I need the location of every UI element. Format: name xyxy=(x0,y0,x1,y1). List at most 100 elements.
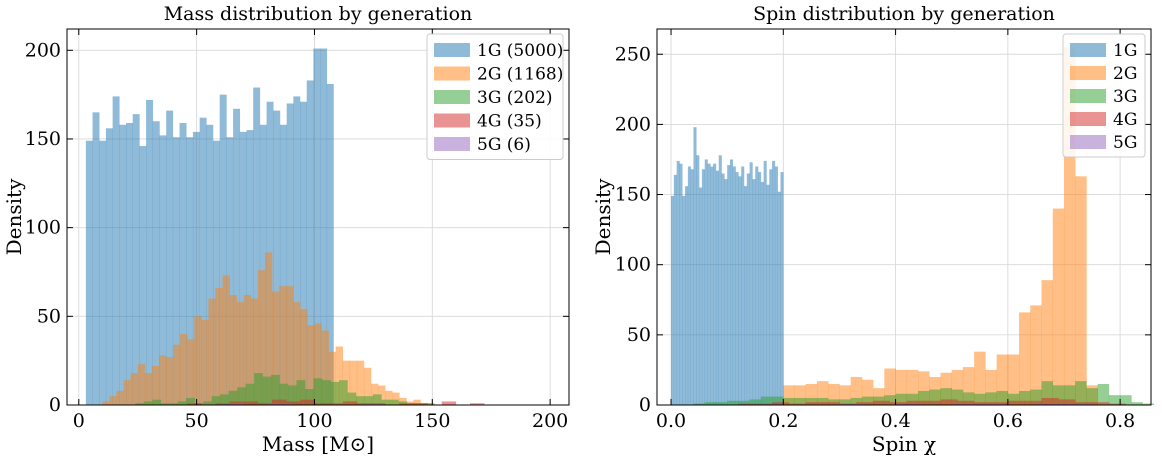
legend-swatch xyxy=(434,137,470,151)
legend-swatch xyxy=(1070,112,1106,126)
series-2g-bars xyxy=(783,47,1098,406)
histogram-bar xyxy=(313,378,323,405)
histogram-bar xyxy=(180,334,188,405)
legend-swatch xyxy=(434,43,470,57)
histogram-bar xyxy=(1120,395,1132,405)
histogram-bar xyxy=(293,96,301,405)
histogram-bar xyxy=(187,403,202,405)
histogram-bar xyxy=(286,103,294,405)
histogram-bar xyxy=(766,184,770,405)
histogram-bar xyxy=(389,399,399,405)
spin-legend: 1G 2G 3G 4G 5G xyxy=(1062,33,1146,158)
histogram-bar xyxy=(186,137,194,406)
histogram-bar xyxy=(273,110,281,406)
histogram-bar xyxy=(929,389,941,405)
histogram-bar xyxy=(286,286,294,405)
mass-tick-labels: 0 50 100 150 200 0 50 100 150 200 xyxy=(25,39,569,432)
mass-plot-frame xyxy=(66,28,570,406)
histogram-bar xyxy=(237,387,246,405)
histogram-bar xyxy=(159,135,167,405)
histogram-bar xyxy=(226,137,234,406)
legend-label: 3G (202) xyxy=(477,88,553,108)
histogram-bar xyxy=(828,383,840,405)
histogram-bar xyxy=(839,399,851,405)
histogram-bar xyxy=(355,396,365,405)
histogram-bar xyxy=(769,169,773,405)
histogram-bar xyxy=(816,381,829,405)
histogram-bar xyxy=(239,131,247,405)
histogram-bar xyxy=(272,291,280,405)
y-tick-label: 0 xyxy=(49,394,61,416)
histogram-bar xyxy=(279,124,287,405)
histogram-bar xyxy=(940,388,952,405)
histogram-bar xyxy=(85,140,93,406)
histogram-bar xyxy=(746,173,750,405)
histogram-bar xyxy=(763,160,767,405)
histogram-bar xyxy=(213,140,220,406)
histogram-bar xyxy=(884,368,896,405)
histogram-bar xyxy=(123,380,131,405)
histogram-bar xyxy=(1052,208,1065,405)
x-tick-label: 0.6 xyxy=(993,410,1023,432)
histogram-bar xyxy=(126,123,133,405)
histogram-bar xyxy=(744,186,748,405)
histogram-bar xyxy=(119,124,127,405)
histogram-bar xyxy=(135,403,145,405)
histogram-bar xyxy=(772,160,776,405)
histogram-bar xyxy=(727,400,739,405)
histogram-bar xyxy=(704,159,708,405)
legend-swatch xyxy=(1070,89,1106,103)
histogram-bar xyxy=(1041,397,1059,405)
histogram-bar xyxy=(822,402,840,405)
spin-tick-labels: 0.0 0.2 0.4 0.6 0.8 0 50 100 150 200 250 xyxy=(615,43,1136,432)
legend-label: 1G xyxy=(1113,41,1137,61)
histogram-bar xyxy=(749,162,753,405)
histogram-bar xyxy=(1075,176,1087,405)
histogram-bar xyxy=(1007,354,1020,405)
histogram-bar xyxy=(363,367,372,405)
spin-chart-title: Spin distribution by generation xyxy=(753,3,1055,25)
histogram-bar xyxy=(361,403,386,405)
histogram-bar xyxy=(1108,395,1121,405)
histogram-bar xyxy=(1030,389,1042,405)
histogram-bar xyxy=(222,275,230,405)
mass-bars xyxy=(85,48,485,406)
histogram-bar xyxy=(741,166,745,405)
histogram-bar xyxy=(271,374,280,405)
histogram-bar xyxy=(160,403,170,405)
histogram-bar xyxy=(1108,403,1126,405)
legend-swatch xyxy=(434,66,470,81)
histogram-bar xyxy=(788,403,807,405)
histogram-bar xyxy=(805,402,823,405)
histogram-bar xyxy=(130,373,138,405)
legend-label: 2G xyxy=(1113,64,1137,84)
mass-chart-title: Mass distribution by generation xyxy=(164,3,473,25)
histogram-bar xyxy=(1019,390,1031,405)
histogram-bar xyxy=(243,401,259,405)
histogram-bar xyxy=(957,400,975,405)
histogram-bar xyxy=(423,403,433,405)
histogram-bar xyxy=(861,396,874,405)
histogram-bar xyxy=(262,376,272,405)
histogram-bar xyxy=(755,166,759,405)
histogram-bar xyxy=(1063,385,1076,405)
histogram-bar xyxy=(951,369,964,405)
histogram-bar xyxy=(215,287,223,405)
legend-swatch xyxy=(434,113,470,128)
histogram-bar xyxy=(328,351,336,405)
histogram-bar xyxy=(385,390,393,405)
histogram-bar xyxy=(1030,305,1042,405)
histogram-bar xyxy=(701,169,705,405)
histogram-bar xyxy=(1007,400,1025,405)
histogram-bar xyxy=(906,400,924,405)
histogram-bar xyxy=(738,400,750,405)
histogram-bar xyxy=(92,112,100,405)
y-tick-label: 150 xyxy=(615,184,651,206)
histogram-bar xyxy=(1058,399,1076,405)
histogram-bar xyxy=(707,163,711,405)
y-tick-label: 150 xyxy=(25,128,61,150)
mass-panel: Mass distribution by generation 0 50 100 15… xyxy=(2,3,570,456)
x-tick-label: 0.0 xyxy=(656,410,686,432)
histogram-bar xyxy=(201,319,209,405)
histogram-bar xyxy=(1075,381,1087,405)
